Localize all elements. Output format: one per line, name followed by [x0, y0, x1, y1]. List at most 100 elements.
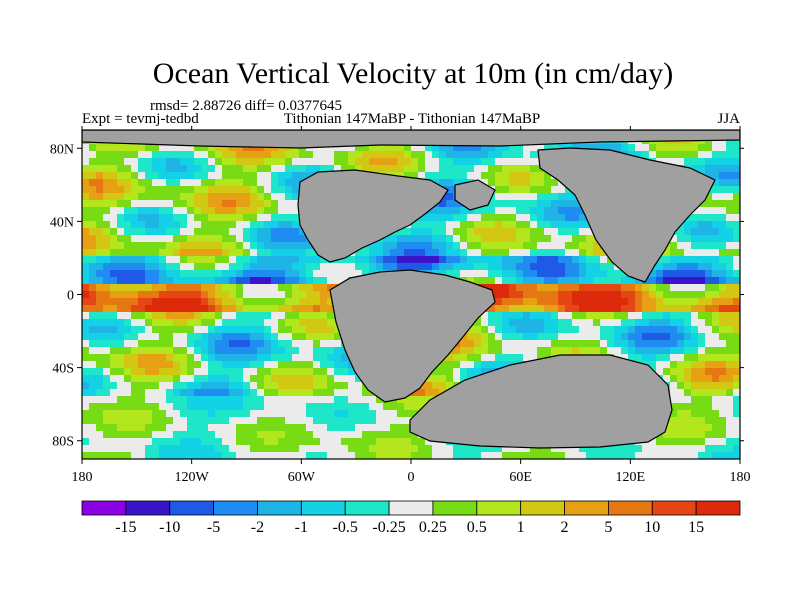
field-cell	[558, 319, 566, 327]
field-cell	[243, 396, 251, 404]
field-cell	[719, 417, 727, 425]
field-cell	[96, 368, 104, 376]
field-cell	[194, 221, 202, 229]
field-cell	[733, 319, 740, 327]
field-cell	[579, 144, 587, 152]
field-cell	[656, 326, 664, 334]
field-cell	[131, 200, 139, 208]
field-cell	[96, 375, 104, 383]
field-cell	[600, 144, 608, 152]
field-cell	[257, 200, 265, 208]
field-cell	[138, 333, 146, 341]
field-cell	[523, 221, 531, 229]
field-cell	[243, 200, 251, 208]
field-cell	[131, 333, 139, 341]
field-cell	[271, 214, 279, 222]
field-cell	[537, 270, 545, 278]
field-cell	[712, 417, 720, 425]
field-cell	[82, 207, 90, 215]
field-cell	[439, 144, 447, 152]
field-cell	[565, 452, 573, 459]
field-cell	[523, 277, 531, 285]
field-cell	[530, 228, 538, 236]
field-cell	[243, 270, 251, 278]
field-cell	[278, 368, 286, 376]
field-cell	[131, 284, 139, 292]
field-cell	[411, 403, 419, 411]
field-cell	[89, 368, 97, 376]
field-cell	[229, 424, 237, 432]
field-cell	[222, 340, 230, 348]
colorbar-swatch	[695, 500, 741, 516]
field-cell	[82, 389, 90, 397]
field-cell	[215, 186, 223, 194]
field-cell	[271, 193, 279, 201]
field-cell	[257, 305, 265, 313]
field-cell	[369, 396, 377, 404]
field-cell	[145, 291, 153, 299]
field-cell	[649, 319, 657, 327]
field-cell	[208, 214, 216, 222]
field-cell	[103, 186, 111, 194]
field-cell	[327, 312, 335, 320]
field-cell	[327, 340, 335, 348]
field-cell	[355, 165, 363, 173]
field-cell	[705, 256, 713, 264]
field-cell	[82, 158, 90, 166]
field-cell	[334, 144, 342, 152]
field-cell	[495, 291, 503, 299]
field-cell	[194, 214, 202, 222]
field-cell	[691, 417, 699, 425]
field-cell	[516, 340, 524, 348]
field-cell	[278, 284, 286, 292]
field-cell	[292, 249, 300, 257]
field-cell	[313, 431, 321, 439]
field-cell	[145, 214, 153, 222]
field-cell	[243, 214, 251, 222]
landmass-south-america-africa	[329, 269, 496, 403]
field-cell	[313, 389, 321, 397]
field-cell	[110, 249, 118, 257]
field-cell	[89, 179, 97, 187]
field-cell	[348, 417, 356, 425]
field-cell	[677, 333, 685, 341]
field-cell	[474, 235, 482, 243]
field-cell	[166, 431, 174, 439]
field-cell	[173, 375, 181, 383]
field-cell	[229, 354, 237, 362]
field-cell	[117, 298, 125, 306]
field-cell	[327, 277, 335, 285]
field-cell	[530, 340, 538, 348]
field-cell	[166, 403, 174, 411]
field-cell	[432, 158, 440, 166]
field-cell	[110, 396, 118, 404]
field-cell	[369, 249, 377, 257]
field-cell	[439, 179, 447, 187]
field-cell	[285, 270, 293, 278]
field-cell	[334, 151, 342, 159]
field-cell	[544, 172, 552, 180]
field-cell	[82, 298, 90, 306]
field-cell	[264, 186, 272, 194]
field-cell	[285, 284, 293, 292]
field-cell	[96, 389, 104, 397]
field-cell	[264, 151, 272, 159]
field-cell	[355, 270, 363, 278]
field-cell	[173, 347, 181, 355]
field-cell	[173, 340, 181, 348]
x-tick-label: 120W	[175, 470, 210, 485]
field-cell	[670, 144, 678, 152]
field-cell	[145, 431, 153, 439]
field-cell	[523, 207, 531, 215]
field-cell	[215, 158, 223, 166]
field-cell	[96, 452, 104, 459]
field-cell	[110, 298, 118, 306]
colorbar-swatch	[388, 500, 434, 516]
colorbar-label: 0.25	[419, 519, 447, 536]
field-cell	[208, 424, 216, 432]
field-cell	[530, 193, 538, 201]
field-cell	[187, 200, 195, 208]
field-cell	[474, 354, 482, 362]
field-cell	[96, 298, 104, 306]
